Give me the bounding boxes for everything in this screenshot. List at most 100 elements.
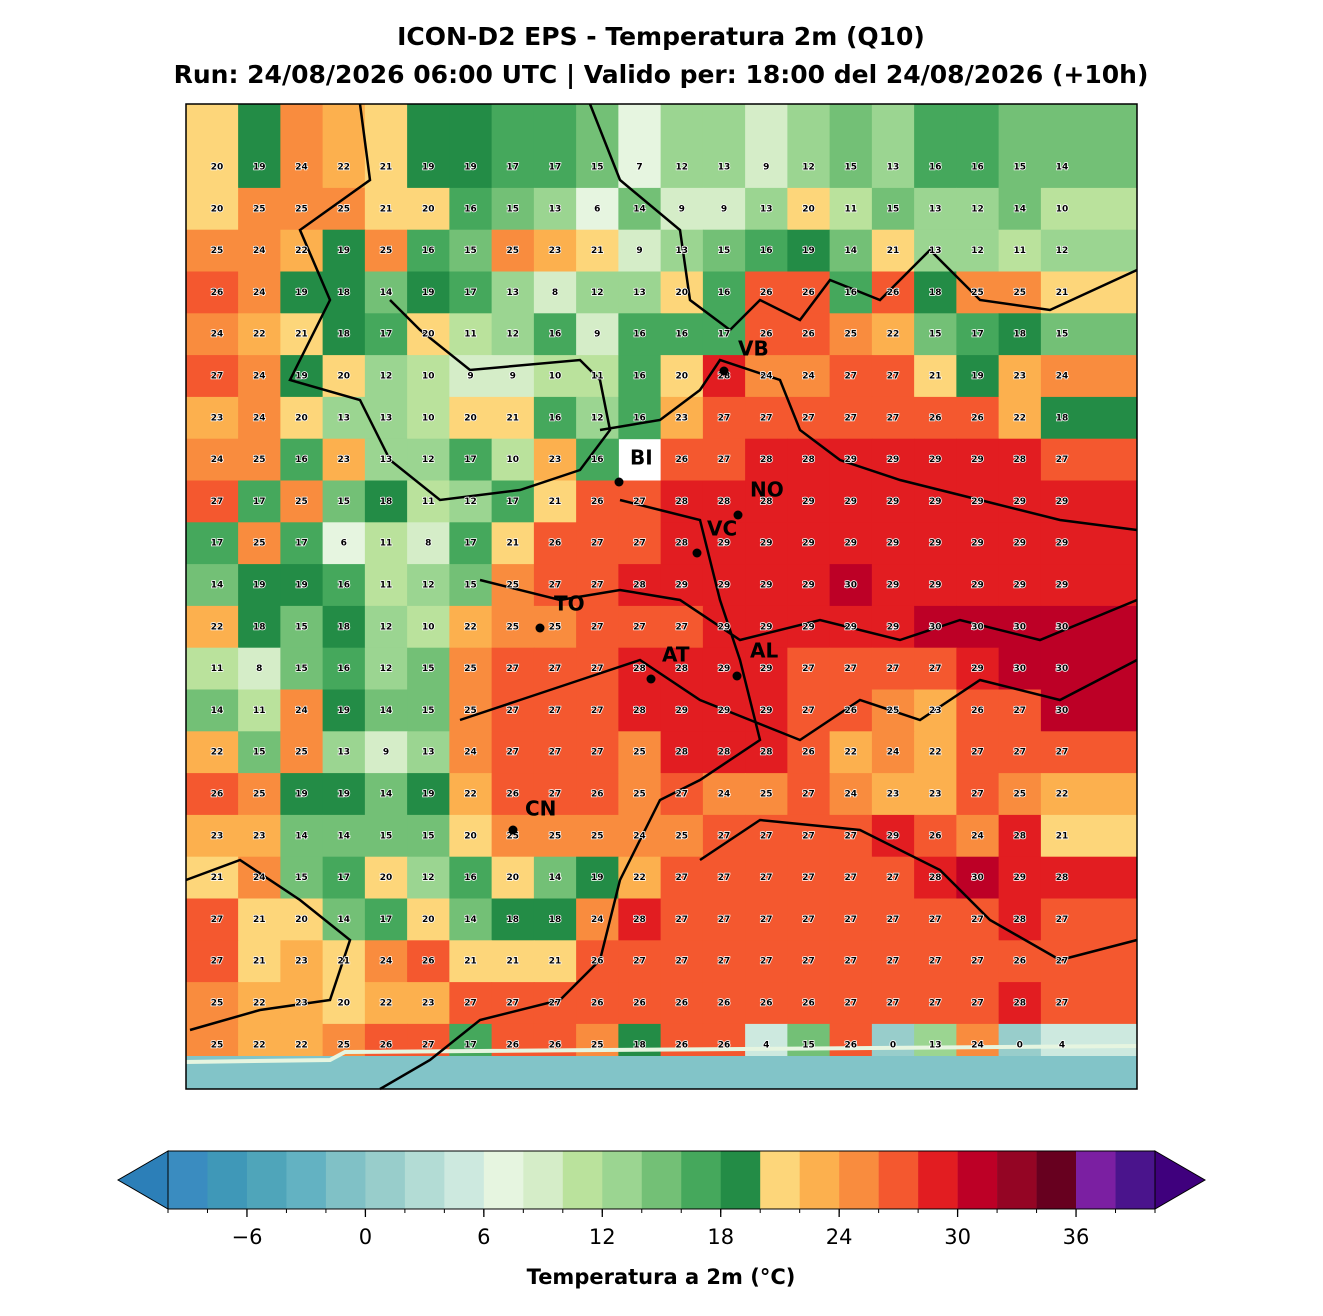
temperature-cell [322,982,366,1025]
value-label: 27 [802,915,815,925]
value-label: 28 [760,748,773,758]
temperature-cell [1040,731,1138,774]
temperature-cell [1040,982,1138,1025]
temperature-cell [829,229,873,272]
temperature-cell [660,856,704,899]
value-label: 15 [802,1040,815,1050]
value-label: 22 [211,748,224,758]
temperature-cell [364,898,408,941]
value-label: 29 [971,455,984,465]
temperature-cell [702,731,746,774]
temperature-cell [576,313,619,356]
temperature-cell [956,982,1000,1025]
temperature-cell [322,773,366,816]
temperature-cell [1040,773,1138,816]
value-label: 11 [380,539,393,549]
city-label: AT [662,643,690,667]
value-label: 27 [844,413,857,423]
temperature-cell [238,814,281,858]
temperature-cell [491,898,535,941]
value-label: 29 [844,622,857,632]
value-label: 23 [211,413,224,423]
value-label: 16 [464,204,477,214]
value-label: 24 [380,957,393,967]
value-label: 28 [1013,831,1026,841]
value-label: 14 [549,873,562,883]
value-label: 27 [549,581,562,591]
temperature-cell [576,229,619,272]
value-label: 25 [464,706,477,716]
temperature-cell [576,480,619,523]
value-label: 25 [211,999,224,1009]
temperature-cell [871,313,915,356]
value-label: 12 [380,372,393,382]
colorbar-bin [720,1151,761,1209]
value-label: 23 [211,831,224,841]
value-label: 29 [844,497,857,507]
value-label: 12 [464,497,477,507]
colorbar-tick-label: 30 [944,1225,971,1249]
temperature-cell [491,856,535,899]
value-label: 14 [1056,163,1069,173]
value-label: 6 [594,204,600,214]
value-label: 25 [549,831,562,841]
value-label: 27 [929,999,942,1009]
value-label: 27 [802,957,815,967]
temperature-cell [449,480,493,523]
temperature-cell [829,898,873,941]
value-label: 13 [380,455,393,465]
temperature-cell [449,187,493,231]
temperature-cell [407,522,450,565]
value-label: 21 [253,957,266,967]
colorbar-bin [365,1151,406,1209]
temperature-cell [407,104,450,189]
temperature-cell [238,773,281,816]
temperature-cell [576,605,619,649]
value-label: 28 [675,497,688,507]
value-label: 20 [422,204,435,214]
value-label: 28 [760,455,773,465]
colorbar-bin [207,1151,248,1209]
value-label: 22 [887,330,900,340]
temperature-cell [576,564,619,607]
temperature-cell [186,355,239,398]
value-label: 25 [844,330,857,340]
value-label: 27 [506,748,519,758]
temperature-cell [956,814,1000,858]
temperature-cell [407,898,450,941]
value-label: 24 [633,831,646,841]
temperature-cell [787,187,831,231]
value-label: 16 [675,330,688,340]
temperature-cell [238,731,281,774]
temperature-cell [449,313,493,356]
value-label: 27 [802,790,815,800]
field [186,104,1138,1090]
value-label: 27 [549,748,562,758]
temperature-cell [576,982,619,1025]
value-label: 8 [425,539,431,549]
value-label: 25 [971,288,984,298]
value-label: 26 [591,497,604,507]
colorbar-bin [286,1151,327,1209]
temperature-cell [787,647,831,690]
value-label: 25 [253,790,266,800]
temperature-cell [745,313,788,356]
value-label: 27 [844,831,857,841]
sea [186,1056,1137,1089]
value-label: 26 [718,1040,731,1050]
value-label: 21 [1056,831,1069,841]
temperature-cell [871,522,915,565]
value-label: 24 [591,915,604,925]
temperature-cell [660,814,704,858]
value-label: 29 [887,539,900,549]
temperature-cell [322,731,366,774]
value-label: 29 [760,664,773,674]
temperature-cell [787,940,831,983]
temperature-cell [660,522,704,565]
colorbar-bin [839,1151,879,1209]
temperature-cell [449,647,493,690]
temperature-cell [914,564,957,607]
value-label: 6 [341,539,347,549]
temperature-cell [998,605,1042,649]
temperature-cell [998,689,1042,732]
